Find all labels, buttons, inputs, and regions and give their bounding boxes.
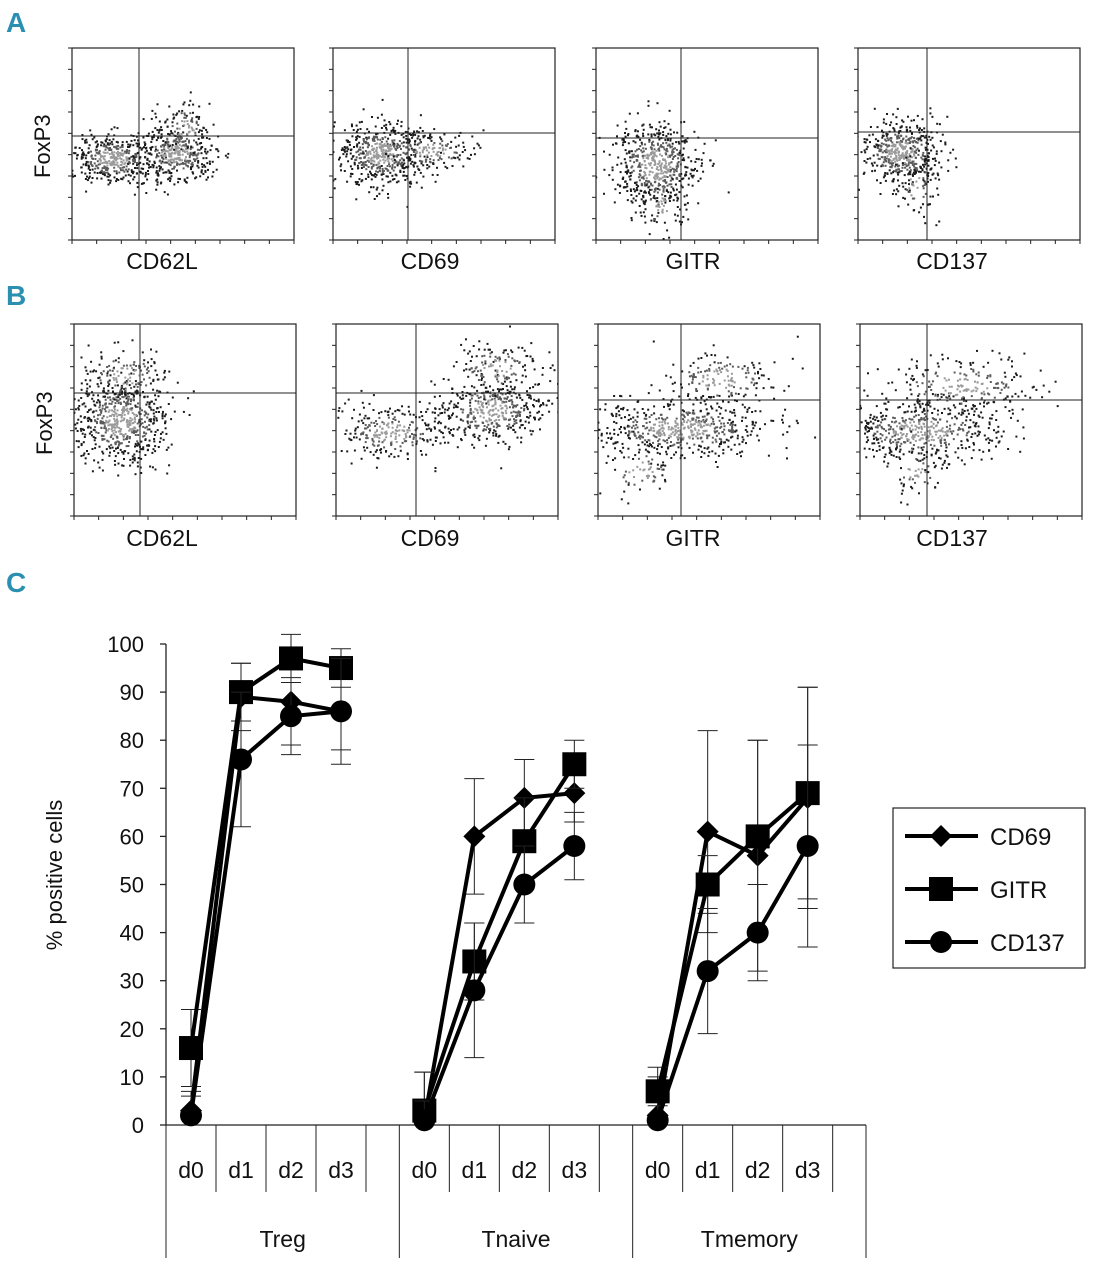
- y-tick-label: 10: [120, 1065, 144, 1090]
- y-tick-label: 60: [120, 824, 144, 849]
- legend-marker-GITR: [929, 877, 953, 901]
- data-point-CD137: [463, 979, 485, 1001]
- flow-xlabel-b-1: CD62L: [126, 525, 198, 551]
- series-line-GITR: [191, 658, 341, 1048]
- flow-a-plot-3: [586, 48, 818, 252]
- legend-label: CD137: [990, 930, 1065, 957]
- plot-frame: [74, 324, 296, 516]
- data-point-CD137: [513, 874, 535, 896]
- x-group-label: Tnaive: [481, 1226, 550, 1252]
- x-day-label: d0: [412, 1157, 438, 1183]
- x-day-label: d2: [745, 1157, 771, 1183]
- series-GITR: [179, 634, 820, 1125]
- data-point-GITR: [279, 646, 303, 670]
- panel-letter-c: C: [6, 567, 26, 598]
- flow-b-plot-3: [552, 324, 851, 520]
- y-tick-label: 80: [120, 728, 144, 753]
- x-day-label: d3: [562, 1157, 588, 1183]
- x-day-label: d2: [278, 1157, 304, 1183]
- y-tick-label: 20: [120, 1017, 144, 1042]
- y-tick-label: 90: [120, 680, 144, 705]
- flow-b-plot-2: [295, 324, 584, 520]
- x-day-label: d1: [695, 1157, 721, 1183]
- flow-ylabel-b: FoxP3: [32, 391, 57, 455]
- data-point-CD137: [697, 960, 719, 982]
- flow-a-plot-4: [840, 48, 1081, 244]
- flow-row-a: [41, 48, 1081, 252]
- data-point-CD137: [647, 1109, 669, 1131]
- x-day-label: d0: [178, 1157, 204, 1183]
- legend-marker-CD137: [930, 931, 952, 953]
- x-day-label: d0: [645, 1157, 671, 1183]
- panel-letter-b: B: [6, 280, 26, 311]
- plot-frame: [598, 324, 820, 516]
- legend: CD69 GITR CD137: [893, 808, 1085, 968]
- x-group-label: Treg: [259, 1226, 305, 1252]
- flow-a-plot-1: [41, 48, 295, 244]
- y-tick-label: 0: [132, 1113, 144, 1138]
- panel-letter-a: A: [6, 7, 26, 38]
- y-tick-label: 30: [120, 969, 144, 994]
- x-day-label: d3: [795, 1157, 821, 1183]
- flow-ylabel-a: FoxP3: [30, 114, 55, 178]
- y-tick-label: 50: [120, 873, 144, 898]
- data-point-CD137: [180, 1104, 202, 1126]
- legend-label: GITR: [990, 877, 1047, 904]
- series-CD137: [180, 658, 819, 1131]
- flow-a-plot-2: [314, 48, 555, 244]
- series-line-CD69: [191, 697, 341, 1111]
- x-group-label: Tmemory: [701, 1226, 799, 1252]
- series-line-GITR: [658, 793, 808, 1091]
- data-point-CD137: [797, 835, 819, 857]
- data-point-CD137: [230, 748, 252, 770]
- data-point-GITR: [746, 824, 770, 848]
- line-chart: 0 10 20 30 40 50 60 70 80 90 100 d0 d1 d2 d3 Treg d0 d1 d2…: [107, 632, 1085, 1258]
- y-tick-label: 100: [107, 632, 144, 657]
- data-point-GITR: [562, 752, 586, 776]
- flow-xlabel-a-2: CD69: [401, 248, 460, 274]
- series-line-CD69: [424, 793, 574, 1120]
- flow-xlabel-a-1: CD62L: [126, 248, 198, 274]
- data-point-CD69: [697, 821, 719, 843]
- flow-b-plot-1: [50, 324, 297, 520]
- x-day-label: d1: [228, 1157, 254, 1183]
- x-day-label: d2: [512, 1157, 538, 1183]
- legend-label: CD69: [990, 824, 1051, 851]
- y-tick-label: 40: [120, 921, 144, 946]
- x-day-label: d1: [462, 1157, 488, 1183]
- y-axis-label: % positive cells: [42, 800, 67, 950]
- series-line-CD69: [658, 798, 808, 1115]
- flow-xlabel-b-2: CD69: [401, 525, 460, 551]
- flow-xlabel-b-4: CD137: [916, 525, 988, 551]
- plot-frame: [858, 48, 1080, 240]
- flow-xlabel-b-3: GITR: [666, 525, 721, 551]
- data-point-CD137: [330, 700, 352, 722]
- plot-frame: [336, 324, 558, 516]
- flow-xlabel-a-4: CD137: [916, 248, 988, 274]
- data-point-GITR: [696, 873, 720, 897]
- flow-b-plot-4: [818, 324, 1082, 520]
- data-point-CD137: [280, 705, 302, 727]
- data-point-CD137: [747, 922, 769, 944]
- x-day-label: d3: [328, 1157, 354, 1183]
- flow-xlabel-a-3: GITR: [666, 248, 721, 274]
- y-tick-label: 70: [120, 776, 144, 801]
- data-point-CD137: [413, 1109, 435, 1131]
- flow-row-b: [50, 324, 1083, 520]
- data-point-CD137: [563, 835, 585, 857]
